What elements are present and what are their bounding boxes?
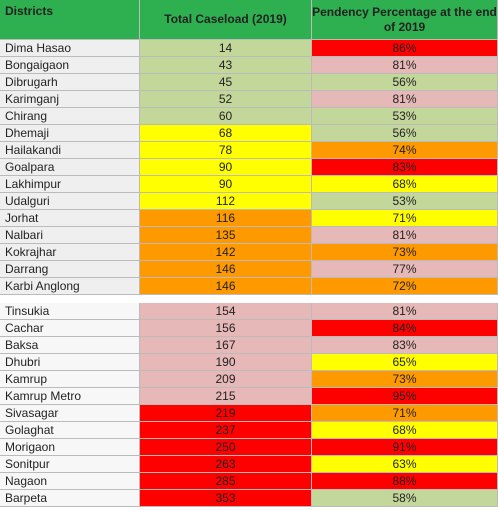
district-cell: Kamrup	[0, 371, 140, 388]
district-cell: Darrang	[0, 261, 140, 278]
caseload-cell: 250	[140, 439, 312, 456]
district-cell: Dhemaji	[0, 125, 140, 142]
district-cell: Barpeta	[0, 490, 140, 507]
pendency-cell: 72%	[312, 278, 498, 295]
district-cell: Sivasagar	[0, 405, 140, 422]
caseload-cell: 353	[140, 490, 312, 507]
pendency-cell: 95%	[312, 388, 498, 405]
pendency-cell: 68%	[312, 422, 498, 439]
district-cell: Golaghat	[0, 422, 140, 439]
pendency-cell: 71%	[312, 405, 498, 422]
caseload-cell: 215	[140, 388, 312, 405]
caseload-cell: 60	[140, 108, 312, 125]
header-cell: Pendency Percentage at the end of 2019	[312, 0, 498, 40]
pendency-cell: 86%	[312, 40, 498, 57]
district-cell: Kokrajhar	[0, 244, 140, 261]
pendency-cell: 63%	[312, 456, 498, 473]
pendency-cell: 71%	[312, 210, 498, 227]
caseload-cell: 219	[140, 405, 312, 422]
district-cell: Lakhimpur	[0, 176, 140, 193]
district-cell: Karimganj	[0, 91, 140, 108]
pendency-cell: 53%	[312, 108, 498, 125]
caseload-cell: 112	[140, 193, 312, 210]
pendency-cell: 68%	[312, 176, 498, 193]
district-cell: Sonitpur	[0, 456, 140, 473]
pendency-cell: 91%	[312, 439, 498, 456]
header-cell: Total Caseload (2019)	[140, 0, 312, 40]
caseload-cell: 116	[140, 210, 312, 227]
caseload-cell: 90	[140, 159, 312, 176]
pendency-cell: 58%	[312, 490, 498, 507]
district-cell: Baksa	[0, 337, 140, 354]
pendency-cell: 53%	[312, 193, 498, 210]
pendency-cell: 56%	[312, 125, 498, 142]
header-cell: Districts	[0, 0, 140, 40]
pendency-cell: 83%	[312, 159, 498, 176]
district-cell: Dima Hasao	[0, 40, 140, 57]
district-cell: Chirang	[0, 108, 140, 125]
pendency-cell: 88%	[312, 473, 498, 490]
caseload-cell: 285	[140, 473, 312, 490]
district-cell: Bongaigaon	[0, 57, 140, 74]
caseload-cell: 52	[140, 91, 312, 108]
caseload-cell: 68	[140, 125, 312, 142]
pendency-cell: 73%	[312, 244, 498, 261]
district-cell: Dhubri	[0, 354, 140, 371]
caseload-cell: 209	[140, 371, 312, 388]
caseload-cell: 154	[140, 303, 312, 320]
caseload-cell: 43	[140, 57, 312, 74]
pendency-cell: 84%	[312, 320, 498, 337]
caseload-cell: 167	[140, 337, 312, 354]
caseload-cell: 45	[140, 74, 312, 91]
caseload-cell: 142	[140, 244, 312, 261]
pendency-cell: 74%	[312, 142, 498, 159]
pendency-cell: 65%	[312, 354, 498, 371]
district-cell: Kamrup Metro	[0, 388, 140, 405]
district-cell: Goalpara	[0, 159, 140, 176]
caseload-cell: 146	[140, 278, 312, 295]
district-cell: Karbi Anglong	[0, 278, 140, 295]
caseload-cell: 237	[140, 422, 312, 439]
caseload-cell: 135	[140, 227, 312, 244]
district-cell: Hailakandi	[0, 142, 140, 159]
pendency-cell: 83%	[312, 337, 498, 354]
caseload-cell: 78	[140, 142, 312, 159]
district-cell: Dibrugarh	[0, 74, 140, 91]
pendency-cell: 81%	[312, 227, 498, 244]
district-cell: Nagaon	[0, 473, 140, 490]
pendency-cell: 56%	[312, 74, 498, 91]
district-cell: Jorhat	[0, 210, 140, 227]
district-cell: Cachar	[0, 320, 140, 337]
caseload-cell: 14	[140, 40, 312, 57]
pendency-cell: 73%	[312, 371, 498, 388]
caseload-cell: 190	[140, 354, 312, 371]
district-cell: Nalbari	[0, 227, 140, 244]
caseload-cell: 156	[140, 320, 312, 337]
pendency-cell: 81%	[312, 57, 498, 74]
district-cell: Morigaon	[0, 439, 140, 456]
pendency-cell: 77%	[312, 261, 498, 278]
caseload-cell: 90	[140, 176, 312, 193]
caseload-cell: 263	[140, 456, 312, 473]
pendency-cell: 81%	[312, 91, 498, 108]
caseload-cell: 146	[140, 261, 312, 278]
pendency-cell: 81%	[312, 303, 498, 320]
district-cell: Udalguri	[0, 193, 140, 210]
district-cell: Tinsukia	[0, 303, 140, 320]
